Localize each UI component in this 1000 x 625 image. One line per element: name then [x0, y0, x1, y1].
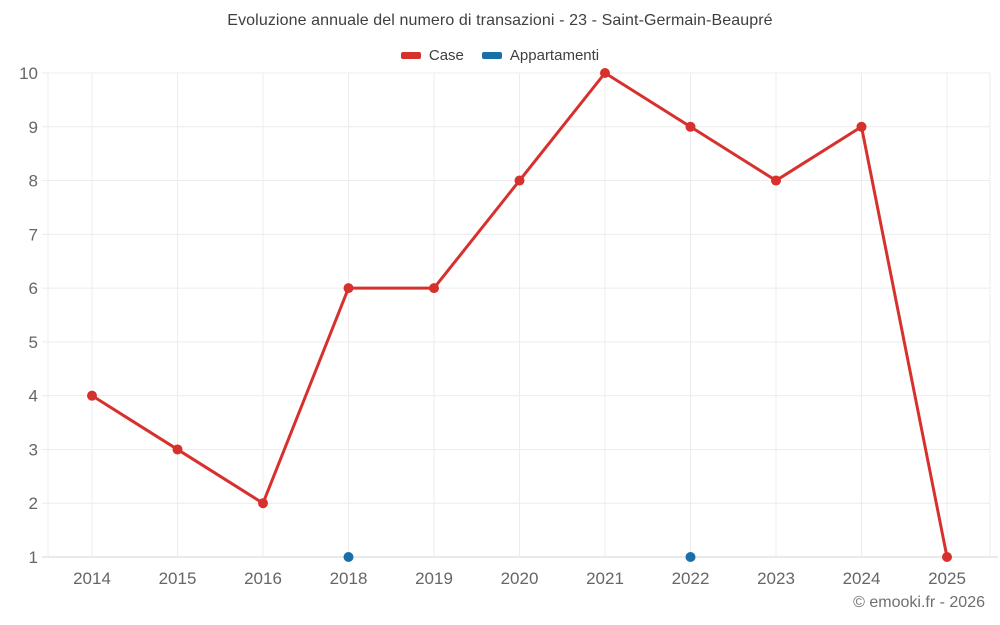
x-tick-label: 2024 [843, 569, 881, 588]
case-data-point[interactable] [87, 390, 97, 401]
case-legend-marker-icon [400, 52, 421, 59]
appartamenti-legend-label: Appartamenti [509, 47, 600, 64]
y-tick-label: 4 [29, 387, 38, 406]
case-data-point[interactable] [514, 175, 525, 186]
x-tick-label: 2018 [330, 569, 368, 588]
chart-title: Evoluzione annuale del numero di transaz… [227, 12, 773, 29]
y-tick-label: 3 [29, 440, 38, 459]
appartamenti-legend-marker-icon [481, 52, 502, 59]
case-data-point[interactable] [942, 552, 952, 562]
legend-item-case[interactable]: Case [400, 47, 464, 64]
y-tick-label: 2 [29, 494, 38, 513]
x-tick-label: 2020 [501, 569, 539, 588]
y-tick-label: 5 [29, 333, 38, 352]
legend-item-appartamenti[interactable]: Appartamenti [481, 47, 600, 64]
x-tick-label: 2016 [244, 569, 282, 588]
case-data-point[interactable] [600, 68, 610, 78]
y-tick-label: 10 [19, 64, 38, 83]
x-tick-label: 2021 [586, 569, 624, 588]
y-tick-label: 8 [29, 172, 38, 191]
case-data-point[interactable] [856, 121, 867, 132]
case-legend-label: Case [428, 47, 464, 64]
legend: Case Appartamenti [0, 47, 1000, 64]
y-tick-label: 1 [29, 548, 38, 567]
case-data-point[interactable] [172, 444, 183, 455]
appartamenti-data-point[interactable] [343, 552, 354, 562]
case-data-point[interactable] [429, 283, 439, 294]
y-tick-label: 7 [29, 225, 38, 244]
x-tick-label: 2019 [415, 569, 453, 588]
appartamenti-data-point[interactable] [685, 552, 696, 562]
case-data-point[interactable] [258, 498, 268, 509]
x-tick-label: 2022 [672, 569, 710, 588]
watermark: © emooki.fr - 2026 [853, 594, 985, 611]
x-tick-label: 2015 [159, 569, 197, 588]
y-tick-label: 6 [29, 279, 38, 298]
x-tick-label: 2023 [757, 569, 795, 588]
y-tick-label: 9 [29, 118, 38, 137]
case-data-point[interactable] [343, 283, 354, 294]
x-tick-label: 2025 [928, 569, 966, 588]
case-data-point[interactable] [685, 121, 696, 132]
x-tick-label: 2014 [73, 569, 111, 588]
case-data-point[interactable] [771, 175, 781, 186]
